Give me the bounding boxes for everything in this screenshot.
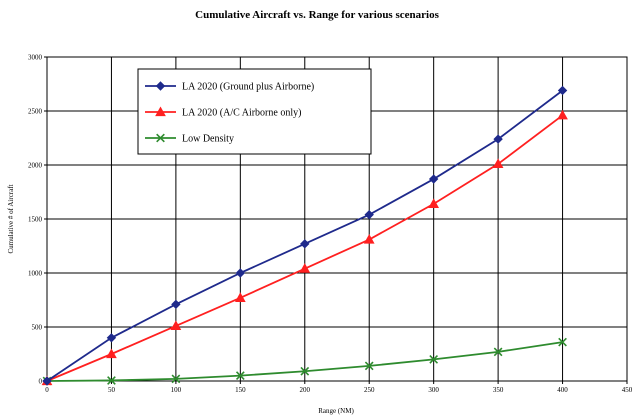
data-point [492, 158, 504, 169]
series-1 [41, 109, 568, 386]
x-axis-ticks: 0 50 100 150 200 250 300 350 400 450 [45, 381, 633, 394]
data-point [493, 134, 503, 144]
x-tick-label: 300 [428, 386, 439, 394]
x-tick-label: 0 [45, 386, 49, 394]
legend-marker [155, 81, 166, 91]
legend-item: LA 2020 (A/C Airborne only) [145, 106, 301, 119]
data-point [171, 299, 181, 310]
data-point [106, 333, 117, 343]
legend-box [137, 68, 372, 155]
y-tick-label: 0 [39, 378, 43, 386]
data-point [106, 348, 117, 359]
y-tick-label: 500 [32, 324, 43, 332]
x-tick-label: 100 [171, 386, 182, 394]
legend-marker [156, 133, 165, 143]
legend-marker [155, 106, 166, 117]
data-point [171, 374, 181, 384]
data-point [428, 198, 440, 208]
data-point [557, 109, 568, 120]
legend-item: LA 2020 (Ground plus Airborne) [145, 81, 314, 93]
y-axis-label: Cumulative # of Aircraft [7, 184, 15, 253]
x-tick-label: 400 [557, 386, 568, 394]
y-tick-label: 1500 [28, 216, 43, 224]
data-point [300, 366, 310, 376]
x-tick-label: 450 [622, 386, 633, 394]
x-axis-label: Range (NM) [318, 407, 354, 415]
legend-label: Low Density [182, 134, 234, 145]
data-point [364, 209, 374, 220]
y-tick-label: 3000 [28, 54, 43, 62]
x-tick-label: 250 [364, 386, 375, 394]
legend-label: LA 2020 (A/C Airborne only) [182, 108, 301, 119]
data-point [42, 376, 52, 386]
data-point [235, 371, 245, 380]
data-point [428, 174, 439, 184]
data-point [363, 233, 375, 244]
y-tick-label: 2000 [28, 162, 43, 170]
y-tick-label: 2500 [28, 108, 43, 116]
series-layer [41, 85, 568, 386]
x-tick-label: 200 [300, 386, 311, 394]
data-point [558, 337, 567, 347]
x-tick-label: 150 [235, 386, 246, 394]
data-point [234, 292, 246, 302]
data-point [300, 239, 310, 249]
series-0 [42, 85, 568, 386]
data-point [364, 361, 374, 371]
x-tick-label: 350 [493, 386, 504, 394]
legend-label: LA 2020 (Ground plus Airborne) [182, 82, 314, 93]
chart-title: Cumulative Aircraft vs. Range for variou… [195, 9, 439, 21]
y-axis-ticks: 0 500 1000 1500 2000 2500 3000 [28, 54, 47, 386]
legend: LA 2020 (Ground plus Airborne) LA 2020 (A… [137, 68, 372, 155]
data-point [170, 320, 182, 331]
data-point [299, 263, 311, 273]
legend-item: Low Density [145, 134, 234, 145]
data-point [557, 85, 568, 96]
y-tick-label: 1000 [28, 270, 43, 278]
data-point [107, 376, 116, 385]
data-point [429, 355, 439, 364]
data-point [493, 347, 503, 357]
x-tick-label: 50 [108, 386, 116, 394]
data-point [235, 268, 246, 278]
